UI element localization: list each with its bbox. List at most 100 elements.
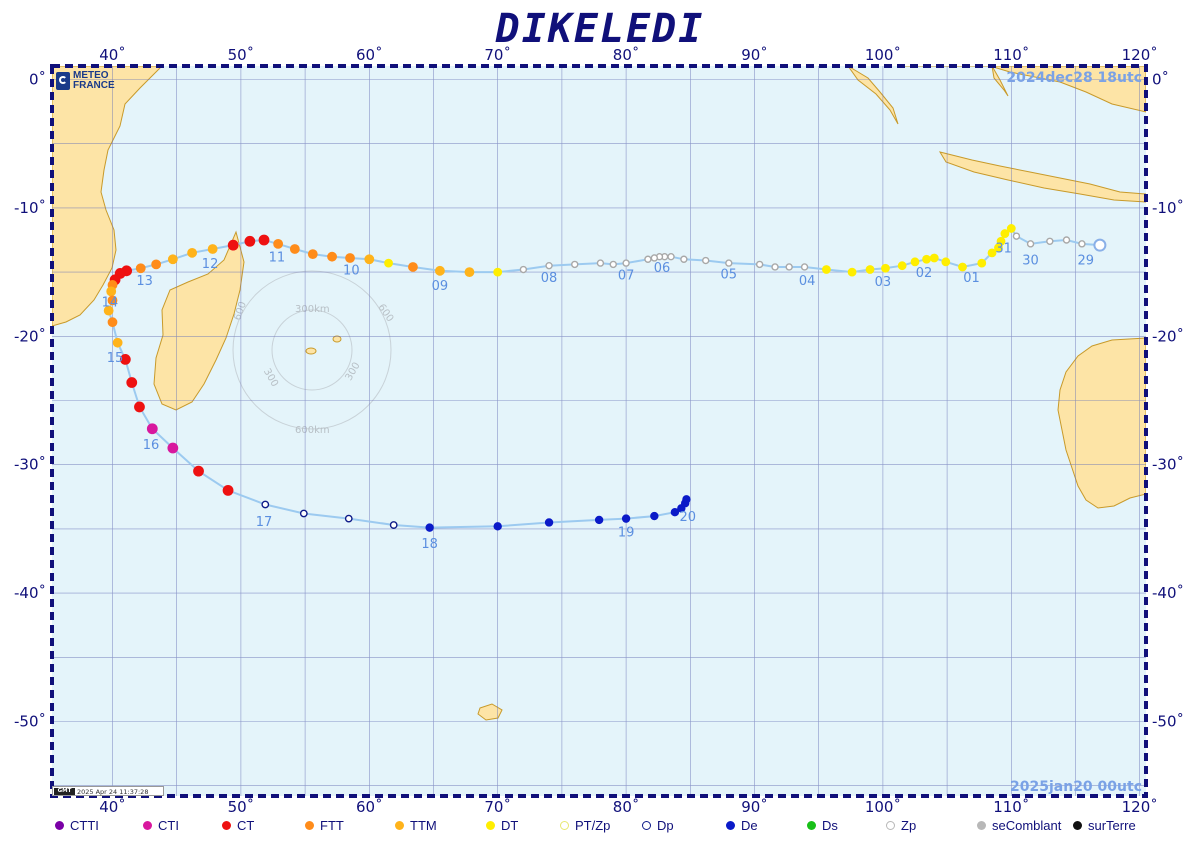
africa-coast [52, 66, 163, 327]
reunion-island [305, 347, 317, 355]
australia [1057, 337, 1146, 509]
legend-label: Dp [657, 818, 674, 833]
track-point-zp [1012, 232, 1021, 240]
track-point-zp [755, 260, 764, 269]
track-point-dt [1000, 229, 1010, 238]
track-point-dt [865, 265, 875, 274]
track-point-ptzp [644, 255, 652, 263]
track-point-dp [344, 514, 353, 523]
track-point-ftt [273, 238, 284, 249]
lat-tick-label-left: -20˚ [14, 327, 46, 345]
lon-tick-label-bottom: 60˚ [356, 798, 383, 816]
day-label: 12 [202, 257, 219, 272]
legend-item-de: De [726, 818, 758, 833]
legend-label: CTI [158, 818, 179, 833]
track-point-ftt [289, 244, 300, 254]
legend-marker-icon [560, 821, 569, 830]
legend-item-dt: DT [486, 818, 518, 833]
legend-label: PT/Zp [575, 818, 611, 833]
legend-item-ct: CT [222, 818, 254, 833]
lat-tick-label-left: -30˚ [14, 456, 46, 474]
legend-label: FTT [320, 818, 344, 833]
track-point-de [621, 514, 631, 523]
legend-item-dp: Dp [642, 818, 674, 833]
day-label: 11 [269, 251, 286, 266]
track-point-ttm [112, 337, 123, 348]
day-label: 15 [107, 351, 124, 366]
track-point-dt [847, 267, 857, 277]
lat-tick-label-right: -10˚ [1152, 199, 1184, 217]
ring-label-600km: 600km [295, 425, 330, 436]
track-point-ttm [187, 247, 198, 258]
graticule [52, 66, 1146, 796]
track-point-ttm [435, 265, 445, 276]
track-point-dp [261, 500, 270, 509]
legend: CTTI CTI CT FTT TTM DT PT/Zp Dp De Ds Zp seComblant… [55, 818, 1155, 838]
day-label: 09 [432, 279, 449, 294]
track-point-ftt [408, 262, 418, 272]
track-point-dt [910, 257, 920, 267]
legend-label: TTM [410, 818, 437, 833]
track-point-ct [222, 484, 234, 496]
track-point-ftt [151, 259, 162, 270]
legend-item-ftt: FTT [305, 818, 344, 833]
track-point-dt [922, 254, 931, 264]
stamp-text: 2025 Apr 24 11:37:28 [77, 788, 149, 796]
end-date-label: 2025jan20 00utc [1010, 779, 1142, 795]
track-point-ptzp [609, 260, 617, 269]
day-label: 08 [541, 271, 558, 286]
track-point-de [425, 523, 434, 532]
track-point-zp [702, 256, 710, 265]
lon-tick-label-top: 120˚ [1122, 46, 1158, 64]
track-point-zp [785, 263, 793, 271]
legend-marker-icon [807, 821, 816, 830]
day-label: 31 [995, 242, 1012, 257]
lat-tick-label-left: 0˚ [29, 71, 46, 89]
start-date-label: 2024dec28 18utc [1006, 70, 1142, 86]
track-point-dt [941, 257, 951, 267]
map-frame [50, 64, 1148, 798]
track-point-de [650, 511, 659, 521]
day-label: 02 [916, 266, 933, 281]
day-label: 17 [256, 515, 273, 530]
lon-tick-label-bottom: 50˚ [228, 798, 255, 816]
legend-label: Zp [901, 818, 917, 833]
timestamp-stamp: GMT 2025 Apr 24 11:37:28 [52, 786, 164, 796]
track-point-ftt [307, 249, 318, 260]
track-point-ct [193, 465, 204, 477]
legend-item-zp: Zp [886, 818, 916, 833]
day-label: 03 [875, 275, 892, 290]
day-label: 06 [654, 261, 671, 276]
logo-line-2: FRANCE [73, 80, 115, 91]
track-point-ftt [135, 263, 146, 274]
lon-tick-label-top: 50˚ [228, 46, 255, 64]
track-point-ttm [106, 286, 117, 297]
day-labels: 29 30 31 01 02 03 04 05 06 07 08 09 10 11 12 13 14 15 16 17… [102, 242, 1094, 552]
track-point-de [670, 508, 680, 517]
legend-item-ttm: TTM [395, 818, 437, 833]
lon-tick-label-top: 110˚ [993, 46, 1029, 64]
track-point-ct [119, 354, 131, 365]
lat-tick-label-right: -40˚ [1152, 584, 1184, 602]
lat-tick-label-left: -10˚ [14, 199, 46, 217]
track-point-de [493, 522, 502, 531]
longitude-labels: 40˚ 40˚ 50˚ 50˚ 60˚ 60˚ 70˚ 70˚ 80˚ 80˚ 90˚ 90˚ 100˚… [99, 46, 1158, 816]
lon-tick-label-bottom: 70˚ [484, 798, 511, 816]
lon-tick-label-bottom: 120˚ [1122, 798, 1158, 816]
lat-tick-label-right: -20˚ [1152, 327, 1184, 345]
day-label: 30 [1022, 253, 1039, 268]
track-point-ttm [167, 254, 178, 265]
legend-item-ds: Ds [807, 818, 838, 833]
legend-item-ptzp: PT/Zp [560, 818, 610, 833]
track-point-dt [1006, 224, 1016, 233]
track-point-ttm [364, 254, 375, 265]
meteo-france-logo: METEO FRANCE [56, 70, 128, 92]
day-label: 07 [618, 269, 635, 284]
track-point-dt [958, 262, 967, 272]
legend-label: Ds [822, 818, 838, 833]
lon-tick-label-top: 70˚ [484, 46, 511, 64]
day-label: 01 [963, 271, 980, 286]
legend-marker-icon [395, 821, 404, 830]
track-point-cti [146, 423, 158, 435]
track-point-de [544, 518, 554, 527]
